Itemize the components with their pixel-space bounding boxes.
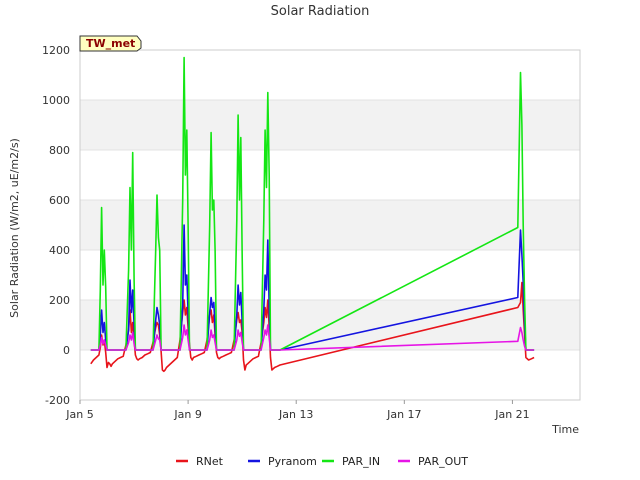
x-tick-label: Jan 5 xyxy=(65,408,93,421)
series-line-par-out xyxy=(90,324,535,351)
y-tick-label: 1200 xyxy=(42,44,70,57)
legend-label-rnet: RNet xyxy=(196,455,224,468)
y-axis-title: Solar Radiation (W/m2, uE/m2/s) xyxy=(8,138,21,318)
site-badge: TW_met xyxy=(79,35,142,52)
site-badge-label: TW_met xyxy=(86,37,135,50)
y-tick-label: 1000 xyxy=(42,94,70,107)
y-tick-label: 800 xyxy=(49,144,70,157)
x-tick-label: Jan 17 xyxy=(386,408,421,421)
legend-label-par-in: PAR_IN xyxy=(342,455,380,468)
grid-band xyxy=(80,100,580,150)
x-axis-title: Time xyxy=(551,423,579,436)
y-tick-label: 200 xyxy=(49,294,70,307)
site-badge-box xyxy=(79,35,142,52)
y-tick-labels: -200 0 200 400 600 800 1000 1200 xyxy=(42,44,70,407)
legend: RNet Pyranom PAR_IN PAR_OUT xyxy=(176,455,468,468)
legend-label-par-out: PAR_OUT xyxy=(418,455,468,468)
x-tick-label: Jan 21 xyxy=(494,408,529,421)
legend-label-pyranom: Pyranom xyxy=(268,455,317,468)
series-layer xyxy=(90,56,535,373)
y-tick-label: 600 xyxy=(49,194,70,207)
x-tick-labels: Jan 5 Jan 9 Jan 13 Jan 17 Jan 21 xyxy=(65,400,530,421)
grid-band xyxy=(80,200,580,250)
y-tick-label: 0 xyxy=(63,344,70,357)
grid-bands xyxy=(80,100,580,350)
chart-title: Solar Radiation xyxy=(271,4,370,19)
plot-frame xyxy=(79,49,581,401)
x-tick-label: Jan 13 xyxy=(278,408,313,421)
x-tick-label: Jan 9 xyxy=(173,408,201,421)
y-tick-label: -200 xyxy=(45,394,70,407)
y-tick-label: 400 xyxy=(49,244,70,257)
